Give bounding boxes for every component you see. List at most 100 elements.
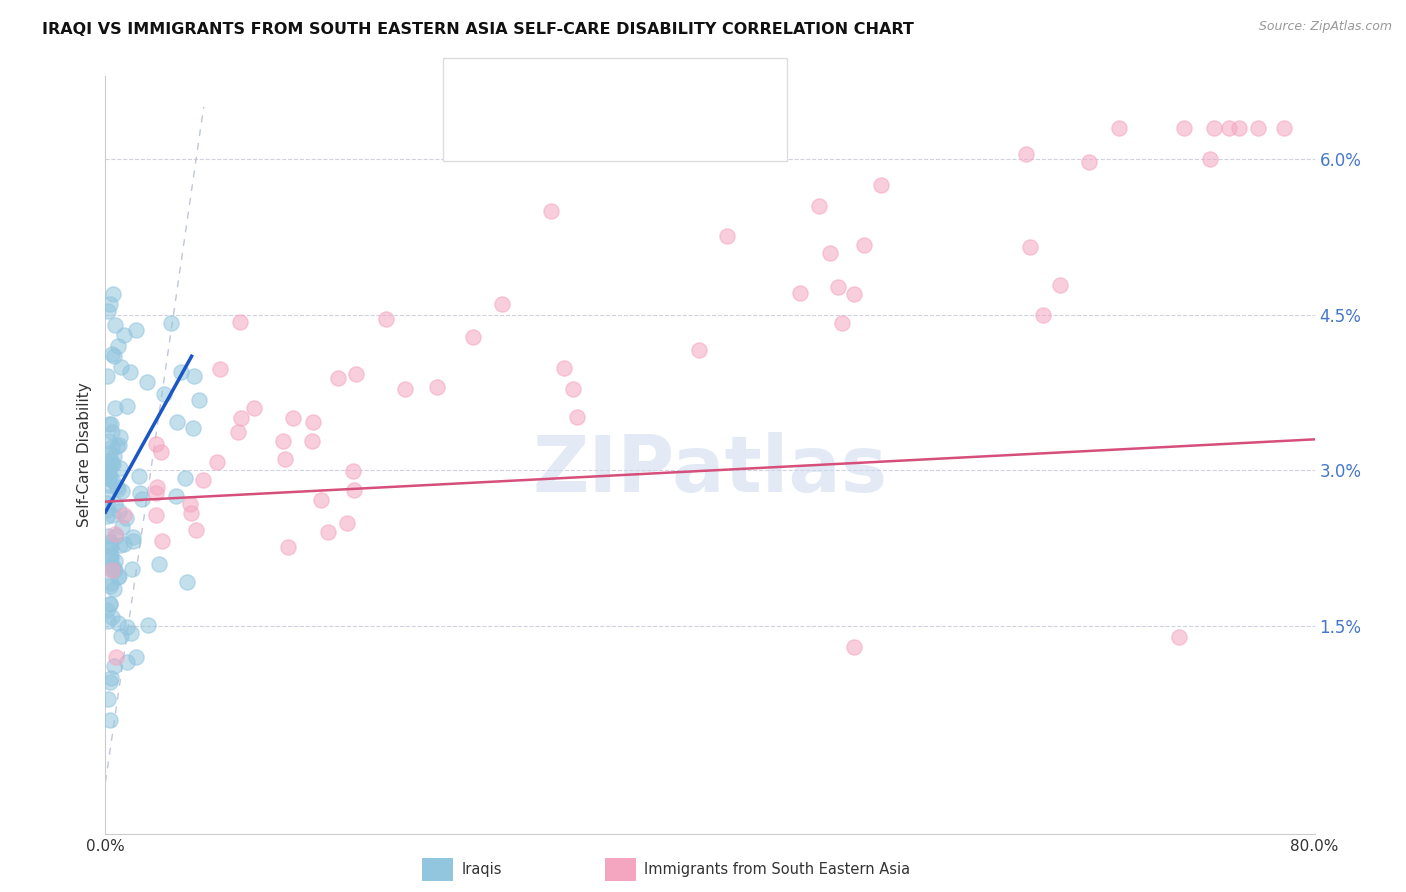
Point — [281, 411, 304, 425]
Point — [96, 491, 118, 505]
Point — [108, 430, 131, 444]
Point — [229, 315, 252, 329]
Point — [112, 328, 135, 343]
Point — [842, 287, 865, 301]
Point — [463, 330, 485, 344]
Point — [243, 401, 266, 415]
Point — [160, 316, 183, 330]
Point — [1032, 308, 1054, 322]
Point — [121, 530, 143, 544]
Point — [150, 445, 173, 459]
Point — [1247, 120, 1270, 135]
Point — [97, 471, 120, 485]
Point — [103, 318, 125, 332]
Point — [426, 380, 449, 394]
Point — [101, 610, 124, 624]
Point — [1108, 120, 1130, 135]
Point — [104, 497, 127, 511]
Point — [827, 280, 849, 294]
Point — [107, 570, 129, 584]
Point — [146, 480, 169, 494]
Point — [1272, 120, 1295, 135]
Point — [108, 569, 131, 583]
Point — [101, 458, 124, 472]
Point — [98, 713, 121, 727]
Point — [808, 199, 831, 213]
Point — [97, 417, 120, 431]
Point — [96, 369, 118, 384]
Point — [229, 411, 252, 425]
Point — [107, 482, 129, 496]
Point — [336, 516, 359, 531]
Point — [174, 471, 197, 485]
Point — [98, 598, 121, 612]
Point — [205, 455, 228, 469]
Point — [98, 446, 121, 460]
Point — [183, 369, 205, 384]
Point — [97, 614, 120, 628]
Point — [145, 437, 167, 451]
Point — [100, 540, 122, 554]
Point — [97, 692, 120, 706]
Point — [96, 454, 118, 468]
Text: Iraqis: Iraqis — [461, 863, 502, 877]
Point — [98, 549, 121, 563]
Point — [1173, 120, 1195, 135]
Point — [870, 178, 893, 193]
Point — [136, 618, 159, 632]
Text: R =: R = — [495, 78, 531, 96]
Point — [187, 392, 209, 407]
Point — [98, 597, 121, 611]
Text: 0.325: 0.325 — [534, 78, 586, 96]
Point — [97, 304, 120, 318]
Point — [117, 620, 139, 634]
Point — [309, 493, 332, 508]
Point — [343, 483, 366, 497]
Point — [100, 347, 122, 361]
Point — [100, 425, 122, 439]
Point — [152, 533, 174, 548]
Point — [96, 603, 118, 617]
Point — [103, 658, 125, 673]
Point — [115, 655, 138, 669]
Point — [180, 506, 202, 520]
Point — [1198, 152, 1220, 166]
Point — [1218, 120, 1240, 135]
Point — [107, 504, 129, 518]
Point — [271, 434, 294, 449]
Point — [1015, 147, 1038, 161]
Point — [318, 525, 340, 540]
Point — [100, 576, 122, 591]
Point — [101, 287, 124, 301]
Point — [98, 537, 121, 551]
Point — [101, 563, 124, 577]
Point — [1049, 278, 1071, 293]
Point — [97, 434, 120, 449]
Point — [98, 579, 121, 593]
Point — [100, 548, 122, 562]
Point — [842, 640, 865, 654]
Point — [301, 416, 323, 430]
Point — [107, 615, 129, 630]
Point — [100, 671, 122, 685]
Point — [98, 477, 121, 491]
Point — [145, 508, 167, 523]
Text: IRAQI VS IMMIGRANTS FROM SOUTH EASTERN ASIA SELF-CARE DISABILITY CORRELATION CHA: IRAQI VS IMMIGRANTS FROM SOUTH EASTERN A… — [42, 22, 914, 37]
Point — [101, 458, 124, 472]
Point — [96, 503, 118, 517]
Point — [100, 417, 122, 431]
Point — [112, 537, 135, 551]
Point — [1018, 240, 1040, 254]
Point — [124, 650, 148, 665]
Point — [170, 365, 193, 379]
Point — [98, 297, 121, 311]
Point — [103, 561, 125, 575]
Point — [344, 367, 367, 381]
Point — [716, 229, 738, 244]
Text: Immigrants from South Eastern Asia: Immigrants from South Eastern Asia — [644, 863, 910, 877]
Point — [104, 554, 127, 568]
Point — [121, 562, 143, 576]
Point — [145, 485, 167, 500]
Point — [100, 440, 122, 454]
Point — [375, 311, 398, 326]
